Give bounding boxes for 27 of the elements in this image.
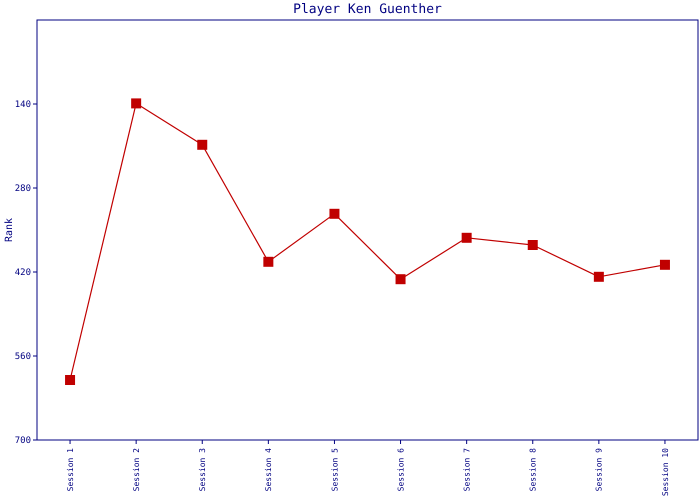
x-tick-label: Session 3 bbox=[198, 448, 208, 492]
y-tick-label: 420 bbox=[14, 268, 31, 278]
x-tick-label: Session 1 bbox=[66, 448, 75, 492]
x-tick-label: Session 5 bbox=[330, 448, 340, 492]
point bbox=[660, 260, 670, 270]
x-tick-label: Session 6 bbox=[396, 448, 406, 492]
x-tick-label: Session 8 bbox=[528, 448, 538, 492]
chart-title: Player Ken Guenther bbox=[293, 2, 442, 17]
point bbox=[329, 208, 340, 219]
point bbox=[131, 98, 142, 108]
x-tick-label: Session 10 bbox=[660, 448, 670, 496]
y-axis-title: Rank bbox=[4, 218, 15, 242]
x-tick-label: Session 4 bbox=[264, 448, 274, 492]
point bbox=[65, 375, 76, 385]
x-tick-label: Session 7 bbox=[462, 448, 472, 492]
x-tick-label: Session 9 bbox=[594, 448, 604, 492]
y-tick-label: 560 bbox=[14, 352, 31, 362]
y-tick-label: 140 bbox=[14, 100, 31, 110]
point bbox=[197, 140, 208, 150]
y-tick-label: 280 bbox=[14, 184, 31, 194]
point bbox=[528, 240, 538, 250]
y-tick-label: 700 bbox=[14, 436, 31, 446]
point bbox=[462, 232, 472, 243]
point bbox=[263, 256, 274, 267]
point bbox=[594, 272, 604, 282]
x-tick-label: Session 2 bbox=[132, 448, 141, 492]
point bbox=[396, 274, 406, 284]
